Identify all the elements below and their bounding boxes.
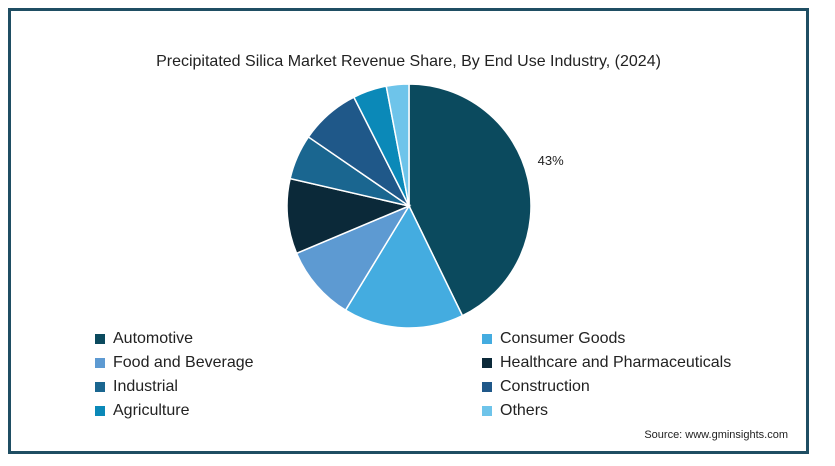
legend-item-consumer-goods: Consumer Goods [482,330,625,348]
legend-item-food-and-beverage: Food and Beverage [95,354,254,372]
legend-swatch [95,382,105,392]
legend-item-construction: Construction [482,378,590,396]
pie-slice-food-and-beverage [295,204,411,312]
legend-swatch [482,358,492,368]
legend-item-industrial: Industrial [95,378,178,396]
legend-item-healthcare-and-pharmaceuticals: Healthcare and Pharmaceuticals [482,354,731,372]
chart-title: Precipitated Silica Market Revenue Share… [156,53,661,70]
legend-label: Automotive [113,330,194,347]
legend-label: Food and Beverage [113,354,254,371]
legend-swatch [482,382,492,392]
legend-label: Construction [500,378,590,395]
pie-slice-others [385,83,410,207]
pie-chart: 43% [286,83,564,329]
source-note: Source: www.gminsights.com [644,429,788,441]
legend-swatch [95,334,105,344]
legend-item-agriculture: Agriculture [95,402,189,420]
legend-swatch [95,406,105,416]
legend: Automotive Consumer Goods Food and Beverag… [95,330,775,440]
pie-slice-automotive [408,83,532,317]
data-label-automotive: 43% [538,153,564,168]
legend-label: Agriculture [113,402,190,419]
chart-frame: Precipitated Silica Market Revenue Share… [8,8,809,454]
legend-label: Others [500,402,549,419]
legend-label: Industrial [113,378,178,395]
legend-item-automotive: Automotive [95,330,193,348]
legend-swatch [482,334,492,344]
legend-swatch [95,358,105,368]
legend-label: Healthcare and Pharmaceuticals [500,354,732,371]
pie-slice-healthcare-and-pharmaceuticals [286,177,412,255]
legend-item-others: Others [482,402,548,420]
legend-label: Consumer Goods [500,330,626,347]
legend-swatch [482,406,492,416]
pie-slice-consumer-goods [344,204,464,329]
